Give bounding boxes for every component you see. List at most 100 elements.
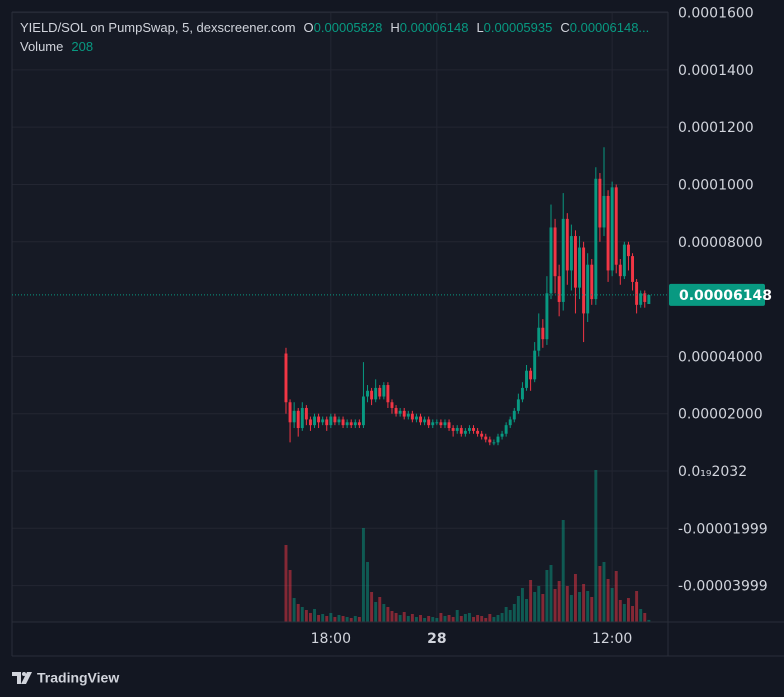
volume-bar [537,586,541,622]
candle-body [353,422,357,426]
volume-bar [366,562,369,622]
candle-body [357,422,361,426]
volume-bar [398,615,402,622]
y-tick-label: -0.00001999 [678,521,768,537]
volume-bar [602,562,606,622]
candle-body [647,294,651,305]
candle-body [602,195,606,228]
volume-bar [594,470,598,622]
candle-body [361,396,365,426]
candle-body [284,353,288,403]
candle-body [394,407,398,414]
legend-value: 0.00006148... [569,20,650,35]
volume-value: 208 [71,39,94,54]
candle-body [370,390,374,400]
volume-bar [304,610,308,622]
x-tick-label: 12:00 [592,631,632,647]
volume-bar [549,565,553,622]
candle-body [292,410,296,423]
volume-bar [394,613,398,622]
volume-bar [325,616,329,622]
y-tick-label: 0.0001200 [678,120,754,136]
price-badge [669,283,765,306]
candle-body [569,236,573,271]
volume-bar [308,613,312,622]
axes: 0.0001600 0.0001400 0.0001200 0.0001000 0.00… [12,6,772,647]
volume-bar [455,610,459,622]
y-tick-label: 0.00002000 [678,407,763,423]
volume-bar [313,609,316,622]
candle-body [317,416,321,423]
candle-body [606,195,610,271]
volume-bar [370,592,374,622]
candle-body [427,419,431,426]
y-tick-label: 0.00004000 [678,349,763,365]
candle-body [406,413,410,417]
volume-bar [516,596,520,622]
candle-body [557,276,561,302]
y-tick-label: 0.0₁₉2032 [678,464,747,480]
volume-bar [512,604,516,622]
volume-bar [590,597,594,622]
volume-bar [349,618,353,622]
candle-body [614,187,618,265]
x-tick-label: 18:00 [311,631,351,647]
candle-body [590,264,594,300]
y-tick-label: 0.0001400 [678,63,754,79]
candle-body [308,419,312,426]
legend-key: C [560,20,570,35]
symbol: YIELD/SOL on PumpSwap, 5, dexscreener.co… [20,20,296,35]
volume-bar [643,613,647,622]
logo[interactable]: TradingView [12,670,119,686]
volume-bar [402,612,406,622]
volume-bar [406,616,410,622]
candle-body [341,419,345,426]
candle-body [520,387,524,400]
candle-body [549,227,553,294]
candle-body [573,236,577,288]
candle-body [508,419,512,426]
volume-bar [610,588,614,622]
candle-body [459,428,463,434]
candle-body [414,416,418,420]
candle-body [626,244,630,257]
volume-bar [496,615,500,622]
volume-bar [423,618,427,622]
volume-bar [284,545,288,622]
candle-body [561,218,565,302]
volume-bar [500,613,504,622]
candle-body [586,264,590,314]
volume-bar [472,617,475,622]
volume-bar [439,613,443,622]
legend-key: L [476,20,484,35]
volume-bar [345,617,349,622]
candle-body [455,428,459,431]
candle-body [643,293,647,302]
y-tick-label: -0.00003999 [678,579,768,595]
volume-bar [606,579,610,622]
candle-body [349,422,353,426]
candle-body [622,244,626,277]
volume-bar [647,619,651,622]
candle-body [504,425,508,434]
volume-pane [284,470,651,622]
x-tick-label: 28 [427,631,446,647]
volume-row: Volume 208 [20,37,649,56]
candle-body [321,419,325,423]
volume-bar [321,614,325,622]
candle-body [472,428,475,431]
logo-dot [22,672,26,676]
volume-bar [447,615,451,622]
candle-body [386,385,390,403]
candle-body [296,410,300,429]
candle-body [439,422,443,426]
volume-bar [414,617,418,622]
candle-body [525,370,528,388]
volume-bar [541,594,545,622]
volume-bar [378,597,382,622]
volume-bar [337,615,341,622]
volume-bar [484,618,488,622]
volume-bar [525,599,528,622]
candle-body [419,416,422,423]
